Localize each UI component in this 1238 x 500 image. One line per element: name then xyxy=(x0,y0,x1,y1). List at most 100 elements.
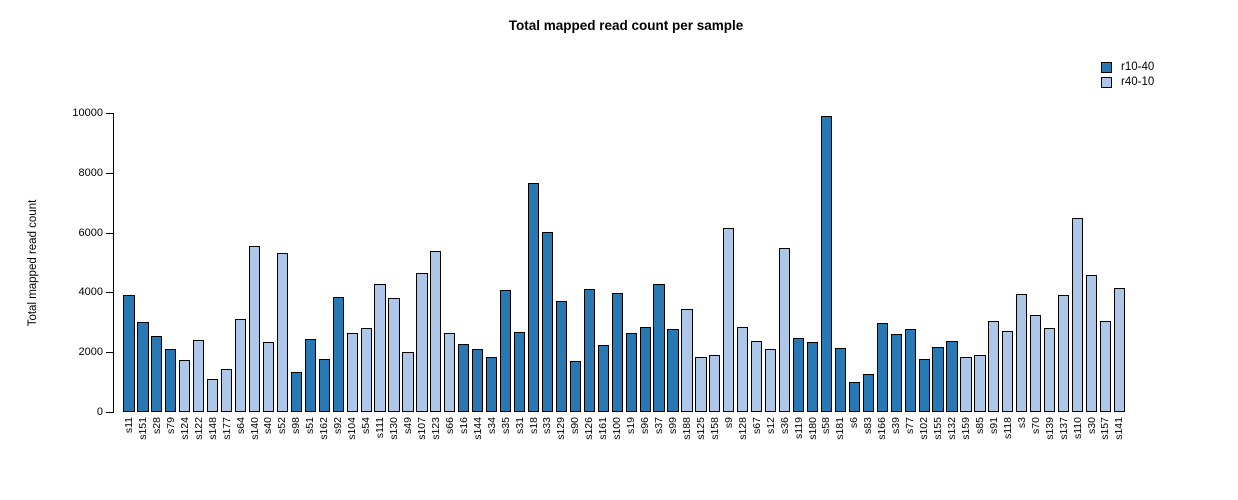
bar-s155 xyxy=(932,346,944,412)
bar-s35 xyxy=(500,290,512,412)
legend-entry-r10-40: r10-40 xyxy=(1101,60,1154,74)
x-axis-label-s180: s180 xyxy=(806,417,819,440)
x-axis-label-s12: s12 xyxy=(764,417,777,434)
bar-s91 xyxy=(988,321,1000,412)
x-axis-label-s77: s77 xyxy=(904,417,917,434)
y-tick-mark xyxy=(106,412,113,413)
bar-s11 xyxy=(123,295,135,412)
x-axis-label-s161: s161 xyxy=(597,417,610,440)
x-axis-label-s141: s141 xyxy=(1113,417,1126,440)
bar-s83 xyxy=(862,374,874,412)
x-axis-label-s126: s126 xyxy=(583,417,596,440)
legend-swatch-dark-blue xyxy=(1101,61,1112,73)
x-axis-label-s128: s128 xyxy=(736,417,749,440)
bar-s129 xyxy=(555,300,567,412)
bar-s111 xyxy=(374,284,386,412)
x-axis-label-s124: s124 xyxy=(178,417,191,440)
x-axis-label-s188: s188 xyxy=(680,417,693,440)
y-tick-mark xyxy=(106,232,113,234)
x-axis-label-s139: s139 xyxy=(1043,417,1056,440)
bar-s162 xyxy=(318,359,330,412)
bar-s33 xyxy=(541,231,554,412)
bar-s90 xyxy=(569,361,581,412)
x-axis-label-s31: s31 xyxy=(513,417,526,434)
bar-s98 xyxy=(290,371,302,412)
bar-s110 xyxy=(1071,217,1084,412)
bar-s137 xyxy=(1058,295,1070,412)
y-tick-label: 4000 xyxy=(78,286,103,299)
x-axis-label-s70: s70 xyxy=(1029,417,1042,434)
x-axis-label-s157: s157 xyxy=(1099,417,1112,440)
x-axis-label-s66: s66 xyxy=(443,417,456,434)
x-axis-label-s155: s155 xyxy=(932,417,945,440)
bar-s28 xyxy=(151,335,163,412)
x-axis-label-s119: s119 xyxy=(792,417,805,439)
x-axis-label-s123: s123 xyxy=(429,417,442,440)
y-tick-label: 6000 xyxy=(78,226,103,239)
bar-s122 xyxy=(193,340,205,412)
bar-s158 xyxy=(709,354,721,412)
bar-s139 xyxy=(1044,327,1056,412)
bar-s96 xyxy=(639,326,651,412)
x-axis-label-s35: s35 xyxy=(499,417,512,434)
x-axis-label-s92: s92 xyxy=(332,417,345,434)
y-tick-mark xyxy=(106,292,113,294)
x-axis-label-s118: s118 xyxy=(1001,417,1014,439)
bar-s177 xyxy=(221,368,233,412)
x-axis-label-s137: s137 xyxy=(1057,417,1070,440)
bar-s36 xyxy=(779,247,791,412)
x-axis-label-s79: s79 xyxy=(164,417,177,434)
x-axis-label-s16: s16 xyxy=(457,417,470,434)
x-axis-label-s132: s132 xyxy=(946,417,959,440)
x-axis-label-s166: s166 xyxy=(876,417,889,440)
x-axis-label-s99: s99 xyxy=(667,417,680,434)
bar-s67 xyxy=(751,341,763,412)
x-axis-label-s34: s34 xyxy=(485,417,498,434)
x-axis-label-s130: s130 xyxy=(388,417,401,440)
x-axis-label-s90: s90 xyxy=(569,417,582,434)
bar-s151 xyxy=(137,322,149,412)
bar-s118 xyxy=(1002,330,1014,412)
bar-s130 xyxy=(388,297,400,412)
bar-s12 xyxy=(765,348,777,412)
bar-s19 xyxy=(625,333,637,412)
bar-s30 xyxy=(1085,274,1098,412)
x-axis-label-s37: s37 xyxy=(653,417,666,434)
bar-s140 xyxy=(248,246,261,412)
x-axis-label-s100: s100 xyxy=(611,417,624,440)
x-axis-label-s111: s111 xyxy=(374,417,387,439)
x-axis-label-s6: s6 xyxy=(848,417,861,429)
y-axis-title: Total mapped read count xyxy=(27,199,39,327)
bar-s51 xyxy=(304,339,316,412)
legend: r10-40 r40-10 xyxy=(1101,60,1154,90)
bar-s180 xyxy=(806,342,819,412)
x-axis-label-s98: s98 xyxy=(290,417,303,434)
bar-s144 xyxy=(472,349,484,412)
bar-s100 xyxy=(611,292,623,412)
x-axis-label-s54: s54 xyxy=(360,417,373,434)
x-axis-label-s102: s102 xyxy=(918,417,931,440)
bar-s132 xyxy=(946,340,958,412)
bar-s34 xyxy=(486,356,498,412)
bar-s70 xyxy=(1030,315,1042,412)
x-axis-label-s9: s9 xyxy=(722,417,735,429)
bar-s39 xyxy=(890,334,902,412)
x-axis-label-s91: s91 xyxy=(987,417,1000,434)
x-axis-label-s159: s159 xyxy=(959,417,972,440)
bar-s159 xyxy=(960,356,972,412)
bar-s148 xyxy=(207,379,219,412)
bar-s16 xyxy=(458,344,470,412)
bar-s181 xyxy=(834,347,846,412)
x-axis-label-s177: s177 xyxy=(220,417,233,440)
x-axis-label-s51: s51 xyxy=(304,417,317,434)
x-axis-label-s125: s125 xyxy=(694,417,707,440)
bar-s188 xyxy=(681,308,693,412)
x-axis-label-s58: s58 xyxy=(820,417,833,434)
bar-s6 xyxy=(848,382,860,412)
bar-s123 xyxy=(430,250,442,412)
x-axis-label-s52: s52 xyxy=(276,417,289,434)
x-axis-label-s83: s83 xyxy=(862,417,875,434)
x-axis-label-s11: s11 xyxy=(122,417,135,434)
y-tick-label: 2000 xyxy=(78,346,103,359)
